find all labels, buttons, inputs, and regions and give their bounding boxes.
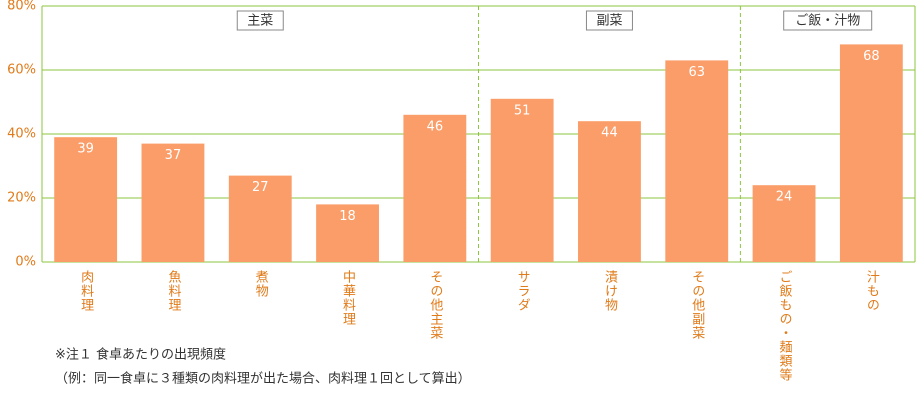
group-label: ご飯・汁物	[795, 13, 860, 29]
y-tick-label: 60%	[7, 63, 36, 78]
data-label: 27	[252, 180, 269, 195]
group-label: 主菜	[247, 14, 273, 29]
x-tick-label: サラダ	[515, 270, 530, 312]
bar	[665, 60, 729, 263]
x-tick-label: その他副菜	[689, 270, 705, 340]
group-box	[783, 10, 873, 31]
data-label: 39	[77, 142, 94, 157]
data-label: 44	[601, 126, 618, 141]
data-label: 51	[514, 103, 531, 118]
bar	[316, 204, 379, 262]
y-tick-label: 40%	[7, 127, 36, 142]
bar	[141, 143, 205, 262]
x-tick-label: ご飯もの・麺類等	[777, 270, 793, 382]
x-tick-label: 煮物	[253, 270, 269, 298]
bar	[403, 114, 467, 262]
y-tick-label: 0%	[15, 255, 36, 270]
group-box	[585, 10, 633, 31]
y-tick-label: 20%	[7, 191, 36, 206]
x-tick-label: 汁もの	[864, 270, 880, 312]
x-tick-label: 肉料理	[78, 270, 94, 312]
data-label: 24	[776, 190, 793, 205]
group-box	[236, 10, 284, 31]
bar	[839, 44, 903, 263]
data-label: 46	[427, 119, 444, 134]
data-label: 68	[863, 49, 880, 64]
bar	[54, 137, 118, 262]
group-label: 副菜	[596, 14, 622, 29]
y-tick-label: 80%	[7, 0, 36, 14]
bar	[228, 175, 292, 262]
data-label: 63	[688, 65, 705, 80]
x-tick-label: 漬け物	[602, 270, 618, 312]
data-label: 18	[339, 209, 356, 224]
bar	[578, 121, 641, 262]
bar	[490, 98, 554, 262]
x-tick-label: その他主菜	[427, 270, 443, 340]
bar	[752, 185, 816, 262]
x-tick-label: 中華料理	[340, 270, 356, 326]
x-tick-label: 魚料理	[165, 270, 181, 312]
data-label: 37	[165, 148, 182, 163]
note: （例：同一食卓に３種類の肉料理が出た場合、肉料理１回として算出）	[55, 371, 471, 387]
note: ※注１ 食卓あたりの出現頻度	[55, 347, 226, 363]
